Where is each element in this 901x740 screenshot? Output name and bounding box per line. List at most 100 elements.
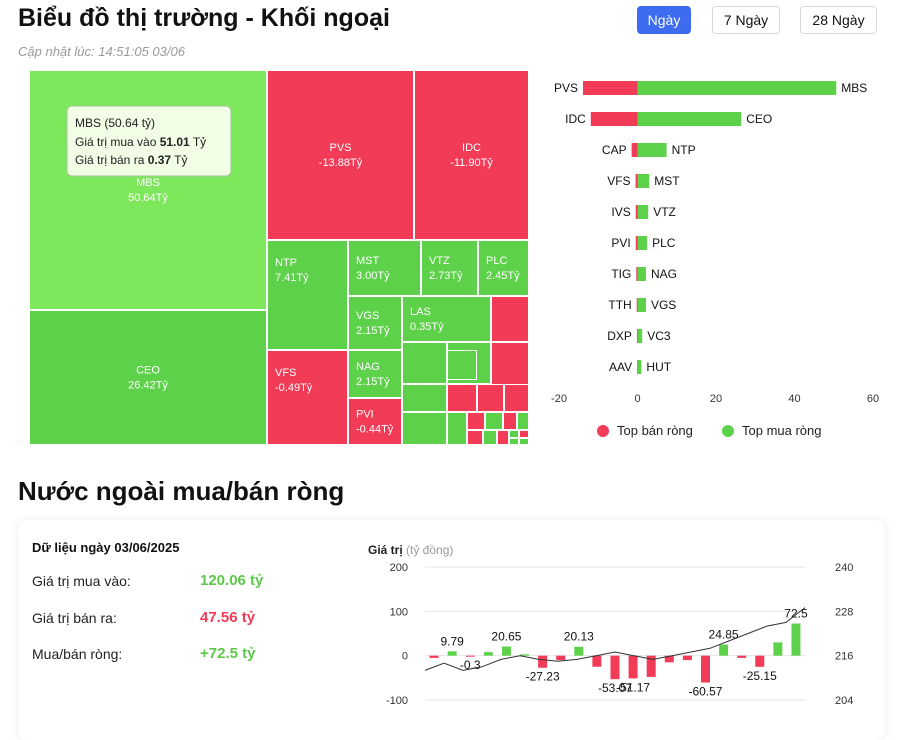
y-axis-title: Giá trị (tỷ đồng) [368,543,453,557]
treemap-code-vfs: VFS [275,367,296,379]
treemap-tile-vtz [421,240,478,296]
flow-bar-label: 20.13 [564,630,594,644]
flow-bar [737,655,747,658]
tooltip-box [66,105,232,177]
treemap-code-plc: PLC [486,255,507,267]
treemap-small-tile [491,296,529,342]
tooltip-buy-line: Giá trị mua vào 51.01 Tỷ [75,135,206,149]
tooltip-sell-unit: Tỷ [171,153,187,167]
tooltip-sell-line: Giá trị bán ra 0.37 Tỷ [75,153,188,167]
treemap-small-tile [519,430,529,438]
treemap-small-tile [467,430,483,445]
buy-label-nag: NAG [651,267,677,281]
treemap-small-tile [447,412,467,445]
x-tick-0: 0 [634,393,640,405]
treemap-small-tile [509,430,519,438]
treemap-value-ntp: 7.41Tỷ [275,272,309,284]
buy-label-plc: PLC [652,236,676,250]
sell-label-cap: CAP [602,143,627,157]
net-flow-card [18,520,885,740]
x-tick--20: -20 [551,393,567,405]
period-day-button[interactable]: Ngày [637,6,691,34]
sell-label-dxp: DXP [607,329,632,343]
legend-buy-swatch [722,425,734,437]
bar-sell-pvs [583,81,638,95]
treemap-value-nag: 2.15Tỷ [356,376,390,388]
treemap-tooltip: MBS (50.64 tỷ) Giá trị mua vào 51.01 Tỷ Gi… [66,105,232,177]
sell-label-ivs: IVS [611,205,630,219]
net-value-label: Mua/bán ròng: [32,646,123,662]
bar-sell-idc [590,112,638,126]
treemap-small-tile [402,342,447,384]
flow-bar [646,655,656,677]
treemap-tile-ceo [29,310,267,445]
treemap-value-mbs: 50.64Tỷ [128,192,168,204]
flow-bar [574,646,584,656]
buy-label-ntp: NTP [672,143,696,157]
treemap-code-ceo: CEO [136,365,160,377]
bar-sell-ivs [635,205,638,219]
y-tick-100: 100 [390,606,408,618]
bar-buy-vgs [637,298,646,312]
bar-buy-vtz [637,205,649,219]
treemap-small-tile [485,412,503,430]
y-tick-200: 200 [390,562,408,574]
treemap-code-ntp: NTP [275,257,297,269]
treemap-value-pvi: -0.44Tỷ [356,424,394,436]
update-timestamp: Cập nhật lúc: 14:51:05 03/06 [18,44,185,59]
treemap-small-tile [517,412,529,430]
sell-label-pvi: PVI [611,236,630,250]
bar-buy-mst [637,174,650,188]
bar-buy-hut [637,360,642,374]
bar-buy-ceo [637,112,742,126]
y2-tick-228: 228 [835,606,853,618]
page-title: Biểu đồ thị trường - Khối ngoại [18,4,390,32]
sell-label-tth: TTH [608,298,631,312]
treemap-value-ceo: 26.42Tỷ [128,380,168,392]
flow-bar-label: 9.79 [440,634,464,648]
treemap-small-tile [509,438,519,445]
flow-bar [719,644,729,656]
flow-bar-label: -53.07 [598,681,632,695]
treemap-tile-vgs [348,296,402,350]
treemap-code-mst: MST [356,255,380,267]
buy-label-vtz: VTZ [653,205,676,219]
flow-bar [755,655,765,667]
net-flow-chart: Giá trị (tỷ đồng) -100 0 100 200 204 216 228 240… [368,543,853,707]
flow-index-line [424,607,806,671]
treemap-code-idc: IDC [462,142,481,154]
flow-bar-label: -60.57 [688,685,722,699]
x-tick-40: 40 [788,393,800,405]
tooltip-buy-value: 51.01 [160,135,190,149]
treemap-tile-vfs [267,350,348,445]
flow-bar-label: -27.23 [526,670,560,684]
buy-value-label: Giá trị mua vào: [32,573,131,589]
treemap-small-tile [477,384,504,412]
flow-bar [592,655,602,667]
treemap-value-vtz: 2.73Tỷ [429,270,463,282]
top-net-bar-chart: PVS MBS IDC CEO CAP NTP VFS MST IVS VTZ PVI PLC TIG N… [551,81,879,438]
net-flow-section-title: Nước ngoài mua/bán ròng [18,476,345,506]
treemap-small-tile [447,350,477,380]
flow-bar [501,646,511,656]
period-7days-button[interactable]: 7 Ngày [712,6,780,34]
treemap-code-nag: NAG [356,361,380,373]
sell-label-idc: IDC [565,112,586,126]
treemap-code-pvi: PVI [356,409,374,421]
treemap-value-vfs: -0.49Tỷ [275,382,313,394]
legend-sell-swatch [597,425,609,437]
treemap-tile-ntp [267,240,348,350]
flow-bar-label: 20.65 [491,630,521,644]
treemap-tile-plc [478,240,529,296]
flow-bar [773,642,783,656]
flow-bar [538,655,548,668]
buy-label-hut: HUT [646,360,671,374]
flow-bar [465,655,475,657]
flow-bar-label: -25.15 [743,669,777,683]
y2-tick-204: 204 [835,695,853,707]
period-28days-button[interactable]: 28 Ngày [800,6,877,34]
legend-buy-label: Top mua ròng [742,423,822,438]
flow-bar [556,655,566,661]
flow-bar [610,655,620,680]
flow-bar [700,655,710,683]
